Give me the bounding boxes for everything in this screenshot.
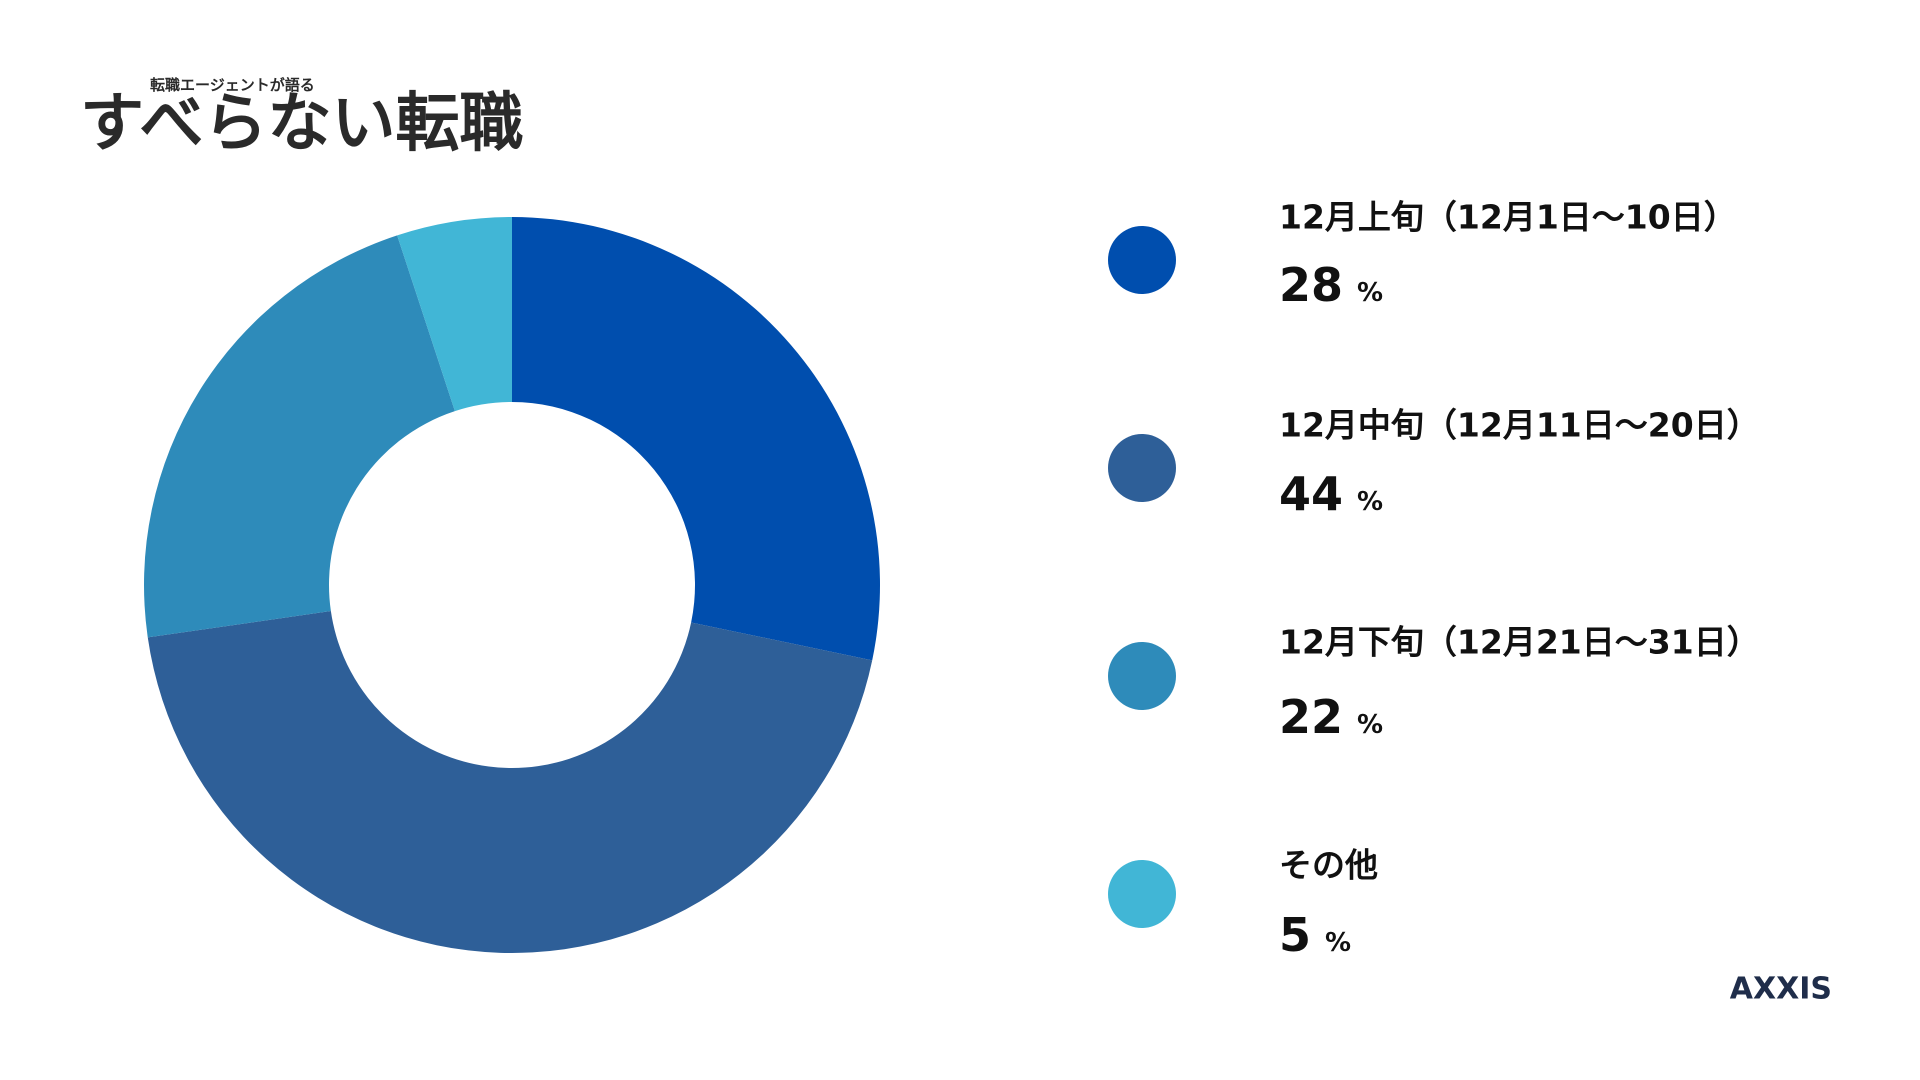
value-label: 22 <box>1279 690 1343 744</box>
legend-label: 12月下旬（12月21日〜31日） <box>1279 623 1760 662</box>
value-label: 5 <box>1279 908 1311 962</box>
legend-swatch <box>1108 226 1176 294</box>
logo-title: すべらない転職 <box>80 86 524 161</box>
value-label: 44 <box>1279 467 1343 521</box>
donut-segment <box>397 217 512 412</box>
donut-segment <box>512 217 880 661</box>
legend-label: その他 <box>1279 846 1378 885</box>
value-unit: % <box>1325 928 1351 958</box>
legend-swatch <box>1108 860 1176 928</box>
brand-logo: AXXIS <box>1730 972 1832 1007</box>
value-unit: % <box>1357 487 1383 517</box>
logo-tagline: 転職エージェントが語る <box>150 76 315 94</box>
value-unit: % <box>1357 278 1383 308</box>
legend-swatch <box>1108 642 1176 710</box>
legend-label: 12月上旬（12月1日〜10日） <box>1279 198 1737 237</box>
donut-segment <box>147 611 873 953</box>
legend-swatch <box>1108 434 1176 502</box>
value-label: 28 <box>1279 258 1343 312</box>
value-unit: % <box>1357 710 1383 740</box>
legend-label: 12月中旬（12月11日〜20日） <box>1279 406 1760 445</box>
donut-segment <box>144 235 455 638</box>
